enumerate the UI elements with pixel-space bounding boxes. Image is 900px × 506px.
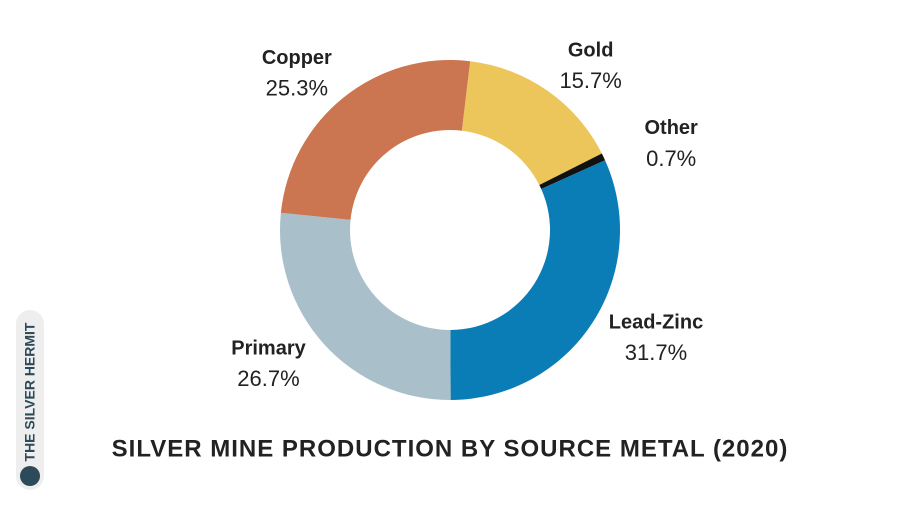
watermark-icon — [20, 466, 40, 486]
donut-slice — [539, 153, 606, 189]
donut-slice — [279, 212, 451, 400]
slice-category: Copper — [262, 47, 332, 69]
slice-value-label: 25.3% — [266, 76, 328, 101]
slice-category: Other — [645, 117, 699, 139]
watermark-group: THE SILVER HERMIT — [16, 310, 44, 490]
watermark: THE SILVER HERMIT — [22, 322, 38, 461]
donut-slice — [461, 61, 602, 186]
slice-value-label: 15.7% — [559, 68, 621, 93]
donut-slice — [450, 160, 621, 400]
slice-category: Lead-Zinc — [609, 312, 703, 334]
slice-value-label: 0.7% — [646, 146, 696, 171]
slice-value-label: 26.7% — [237, 366, 299, 391]
watermark-badge — [16, 310, 44, 490]
slice-category: Gold — [568, 40, 614, 62]
chart-title: SILVER MINE PRODUCTION BY SOURCE METAL (… — [112, 435, 789, 462]
slice-category: Primary — [231, 338, 306, 360]
slice-value-label: 31.7% — [625, 340, 687, 365]
donut-slice — [280, 59, 471, 220]
